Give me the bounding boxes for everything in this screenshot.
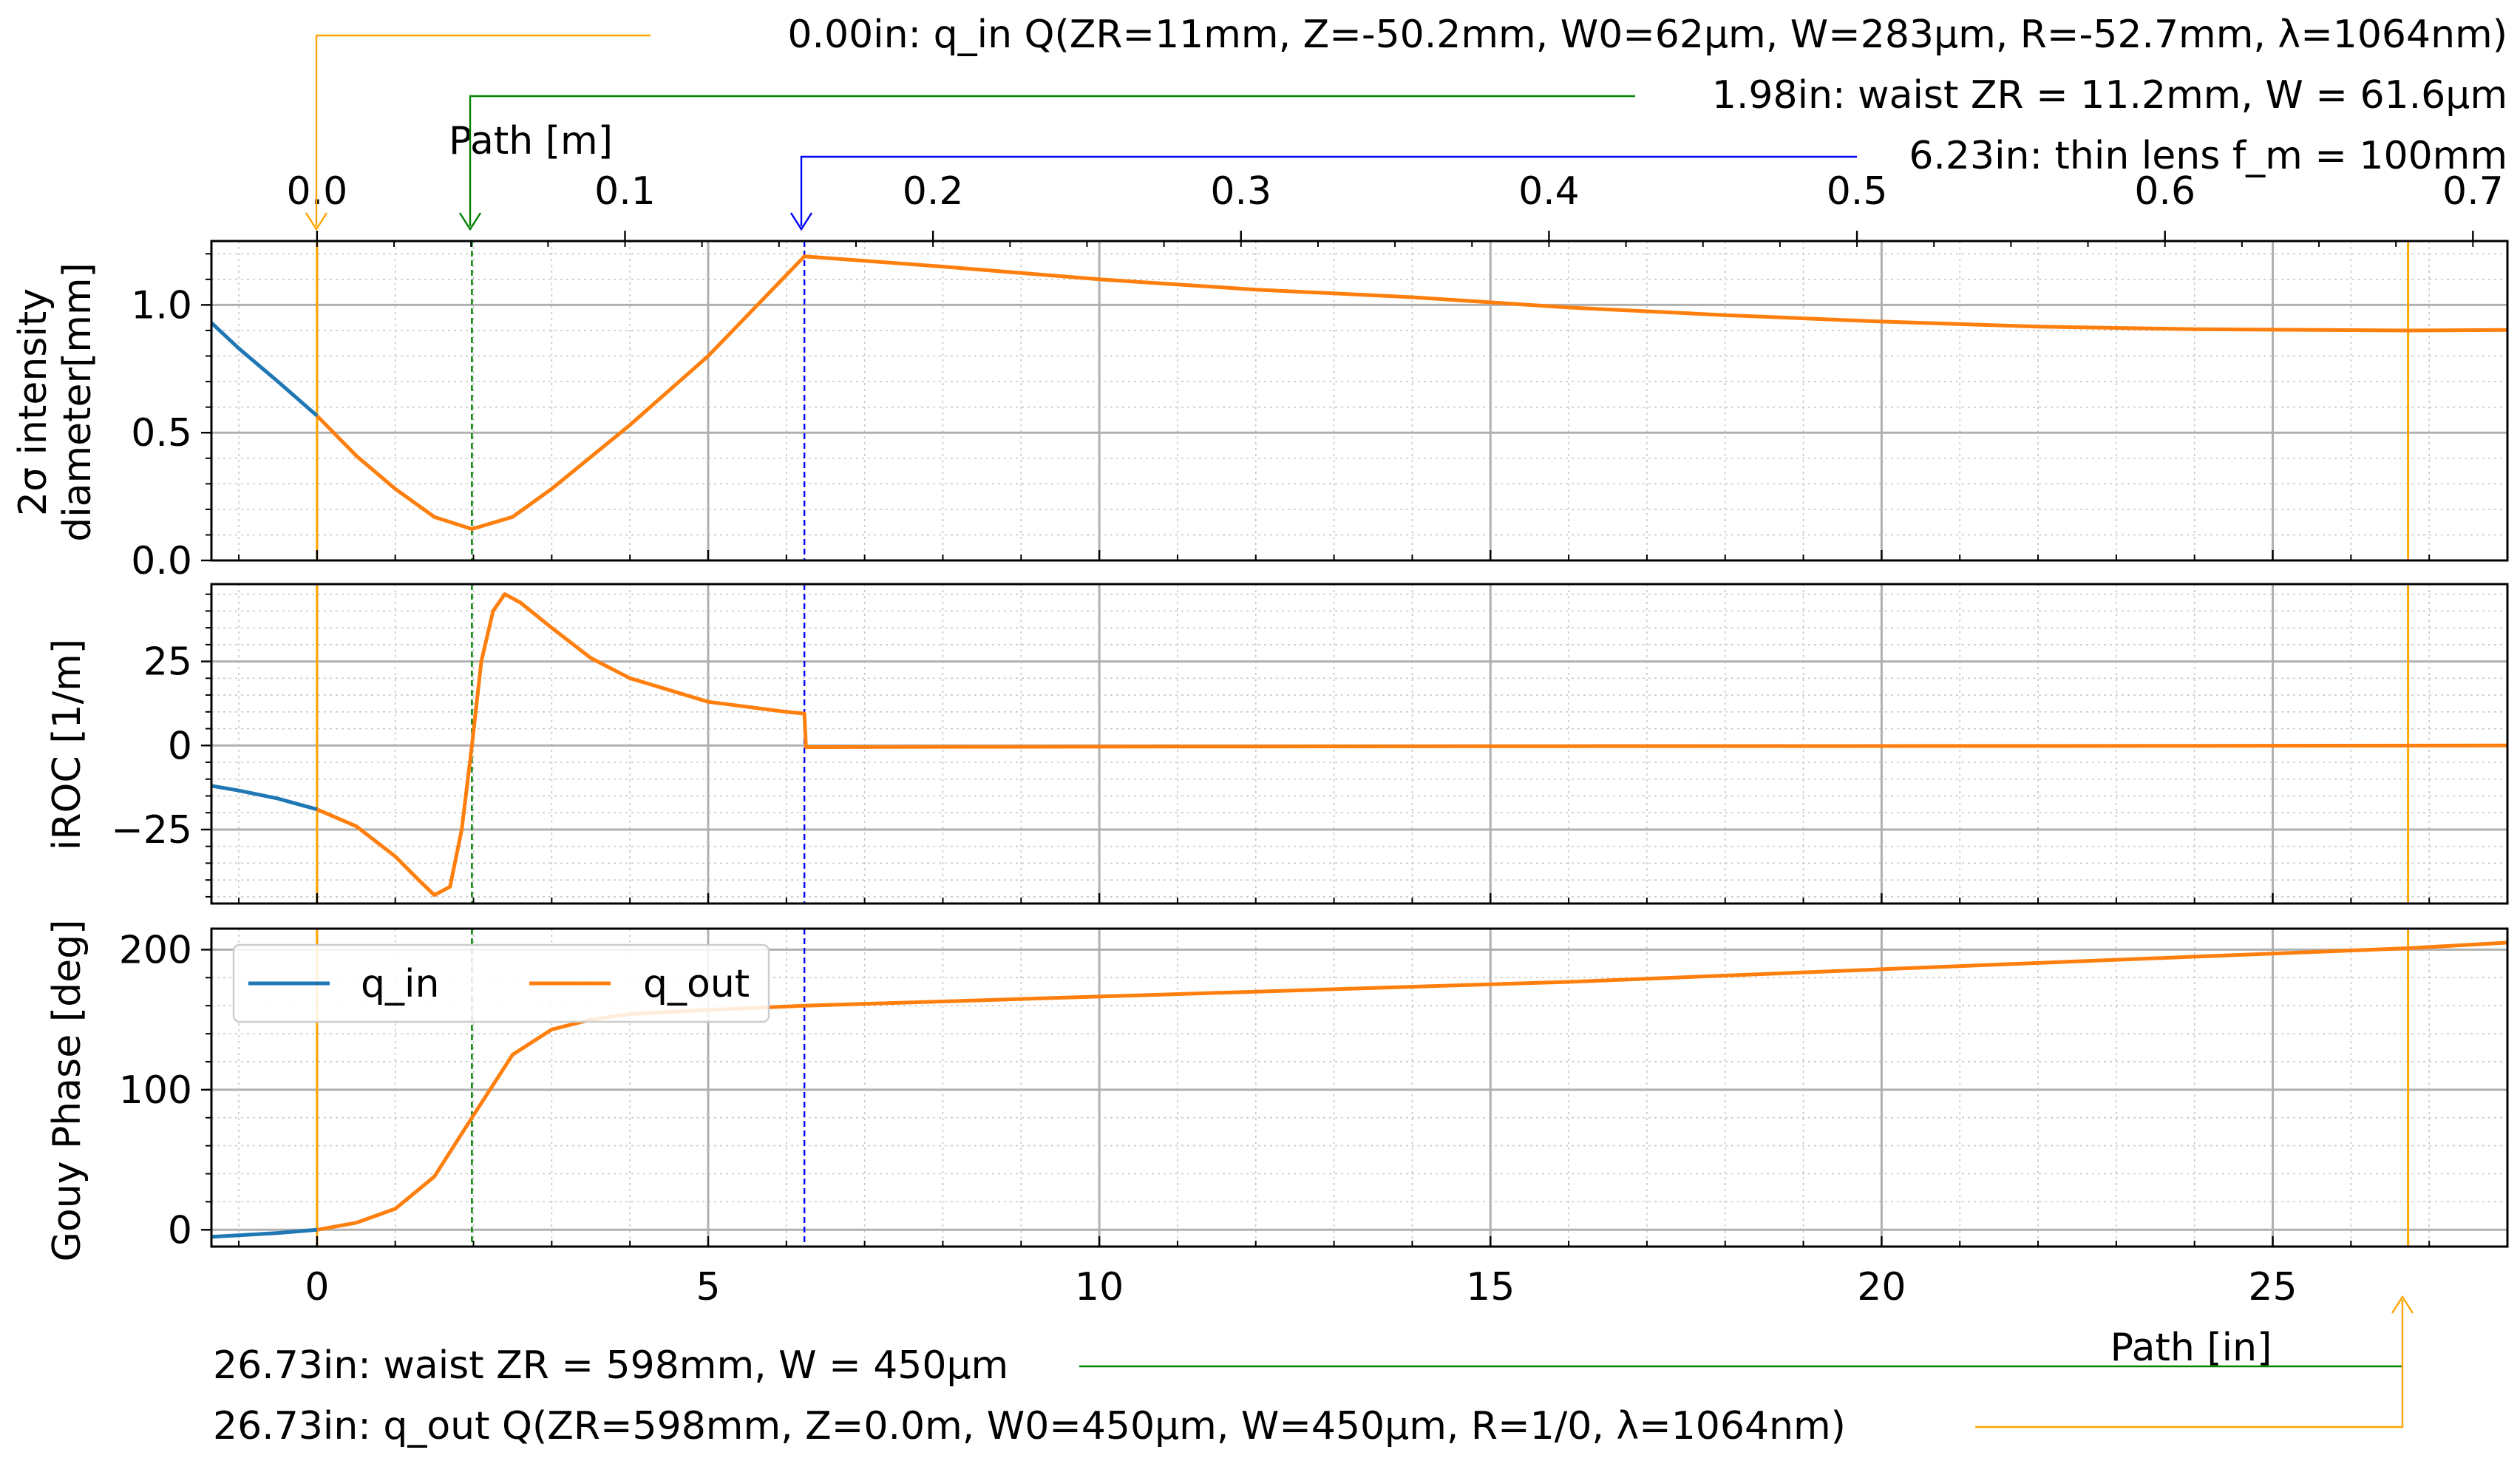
bottom-axis-label: Path [in] (2110, 1326, 2272, 1370)
series-line-q_in (211, 1227, 318, 1239)
leader-thin-lens (800, 155, 1857, 226)
x-tick-label: 25 (2248, 1265, 2297, 1309)
leader-waist-1 (469, 95, 1635, 226)
legend-box (232, 943, 770, 1023)
annotation-q-in: 0.00in: q_in Q(ZR=11mm, Z=-50.2mm, W0=62… (787, 13, 2507, 57)
leader-q-in (315, 34, 651, 226)
x-tick-label: 0 (305, 1265, 329, 1309)
annotation-q-out: 26.73in: q_out Q(ZR=598mm, Z=0.0m, W0=45… (213, 1404, 1846, 1448)
top-x-tick-label: 0.6 (2134, 169, 2195, 214)
top-axis-label: Path [m] (449, 119, 613, 163)
series-line-q_out (316, 592, 2508, 898)
x-tick-label: 20 (1857, 1265, 1906, 1309)
leader-q-out (1975, 1300, 2404, 1428)
x-tick-label: 15 (1466, 1265, 1515, 1309)
y-tick-label: 0.5 (131, 411, 192, 455)
y-tick-label: 25 (143, 640, 192, 685)
top-x-tick-label: 0.3 (1210, 169, 1271, 214)
series-layer (210, 254, 2508, 1239)
top-x-tick-label: 0.4 (1518, 169, 1580, 214)
arrowhead-q-out (2391, 1295, 2414, 1314)
arrowhead-waist-1 (458, 212, 482, 231)
y-tick-label: −25 (111, 808, 192, 852)
y-tick-label: 100 (119, 1068, 192, 1113)
top-x-tick-label: 0.5 (1827, 169, 1888, 214)
x-tick-label: 10 (1075, 1265, 1124, 1309)
y-tick-label: 0 (168, 724, 192, 768)
legend-label-q-out: q_out (643, 962, 750, 1006)
annotation-waist-1: 1.98in: waist ZR = 11.2mm, W = 61.6µm (1712, 73, 2507, 118)
panel-frame (210, 583, 2509, 905)
annotation-waist-2: 26.73in: waist ZR = 598mm, W = 450µm (213, 1343, 1008, 1388)
arrowhead-thin-lens (789, 212, 813, 231)
marker-layer (316, 241, 2410, 1247)
series-line-q_in (210, 321, 319, 418)
grid-layer (211, 241, 2508, 1247)
panel3-ylabel: Gouy Phase [deg] (45, 920, 89, 1262)
panel-frame (210, 240, 2509, 562)
top-x-tick-label: 0.2 (903, 169, 964, 214)
legend: q_in q_out (232, 943, 770, 1023)
y-tick-label: 0.0 (131, 539, 192, 583)
panel2-ylabel: iROC [1/m] (45, 639, 89, 850)
top-x-tick-label: 0.7 (2442, 169, 2504, 214)
annotation-thin-lens: 6.23in: thin lens f_m = 100mm (1909, 134, 2507, 178)
arrowhead-q-in (305, 212, 328, 231)
top-x-tick-label: 0.1 (594, 169, 656, 214)
panel1-ylabel-line2: diameter[mm] (55, 262, 100, 542)
legend-label-q-in: q_in (361, 962, 439, 1006)
y-tick-label: 0 (168, 1208, 192, 1252)
y-tick-label: 1.0 (131, 283, 192, 328)
annotation-leaders (305, 34, 2414, 1428)
x-tick-label: 5 (696, 1265, 720, 1309)
frame-layer (210, 240, 2509, 1248)
panel1-ylabel-line1: 2σ intensity (11, 288, 55, 516)
y-tick-label: 200 (119, 928, 192, 972)
series-line-q_out (316, 254, 2508, 531)
panel-frame (210, 927, 2509, 1248)
series-line-q_in (211, 784, 318, 812)
